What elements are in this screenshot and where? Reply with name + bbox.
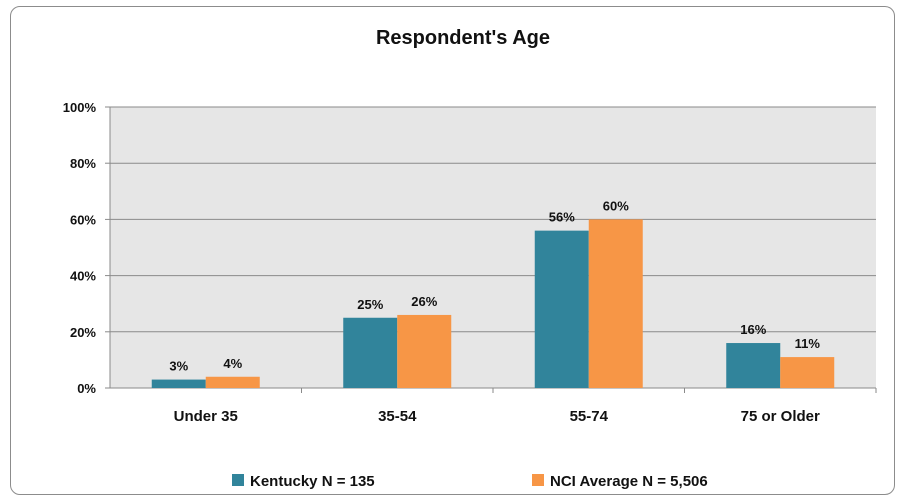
data-label: 4% xyxy=(223,356,242,371)
data-label: 56% xyxy=(549,210,575,225)
legend-label: Kentucky N = 135 xyxy=(250,473,375,490)
y-tick-label: 80% xyxy=(70,156,96,171)
x-category-label: 75 or Older xyxy=(741,408,820,425)
bar xyxy=(534,230,589,388)
bar xyxy=(151,379,206,388)
y-tick-label: 100% xyxy=(63,100,97,115)
y-tick-label: 60% xyxy=(70,212,96,227)
x-category-label: 35-54 xyxy=(378,408,417,425)
y-tick-label: 0% xyxy=(77,381,96,396)
bar xyxy=(205,376,260,388)
bar xyxy=(397,314,452,388)
legend: Kentucky N = 135 NCI Average N = 5,506 xyxy=(232,473,708,490)
x-category-label: 55-74 xyxy=(570,408,609,425)
x-category-label: Under 35 xyxy=(174,408,238,425)
data-label: 25% xyxy=(357,297,383,312)
data-label: 11% xyxy=(795,336,821,351)
plot-area: 0% 20% 40% 60% 80% 100% 3% 4% Under 35 25% 26% 35-5… xyxy=(63,100,877,425)
bar xyxy=(588,219,643,388)
bar xyxy=(726,343,781,388)
bar xyxy=(780,357,835,388)
data-label: 3% xyxy=(169,359,188,374)
legend-swatch xyxy=(532,474,544,486)
legend-swatch xyxy=(232,474,244,486)
data-label: 26% xyxy=(411,294,437,309)
chart-title: Respondent's Age xyxy=(376,27,550,49)
legend-label: NCI Average N = 5,506 xyxy=(550,473,708,490)
y-tick-label: 20% xyxy=(70,325,96,340)
data-label: 60% xyxy=(603,198,629,213)
bar xyxy=(343,317,398,388)
y-tick-label: 40% xyxy=(70,269,96,284)
data-label: 16% xyxy=(740,322,766,337)
plot-background xyxy=(110,107,876,388)
